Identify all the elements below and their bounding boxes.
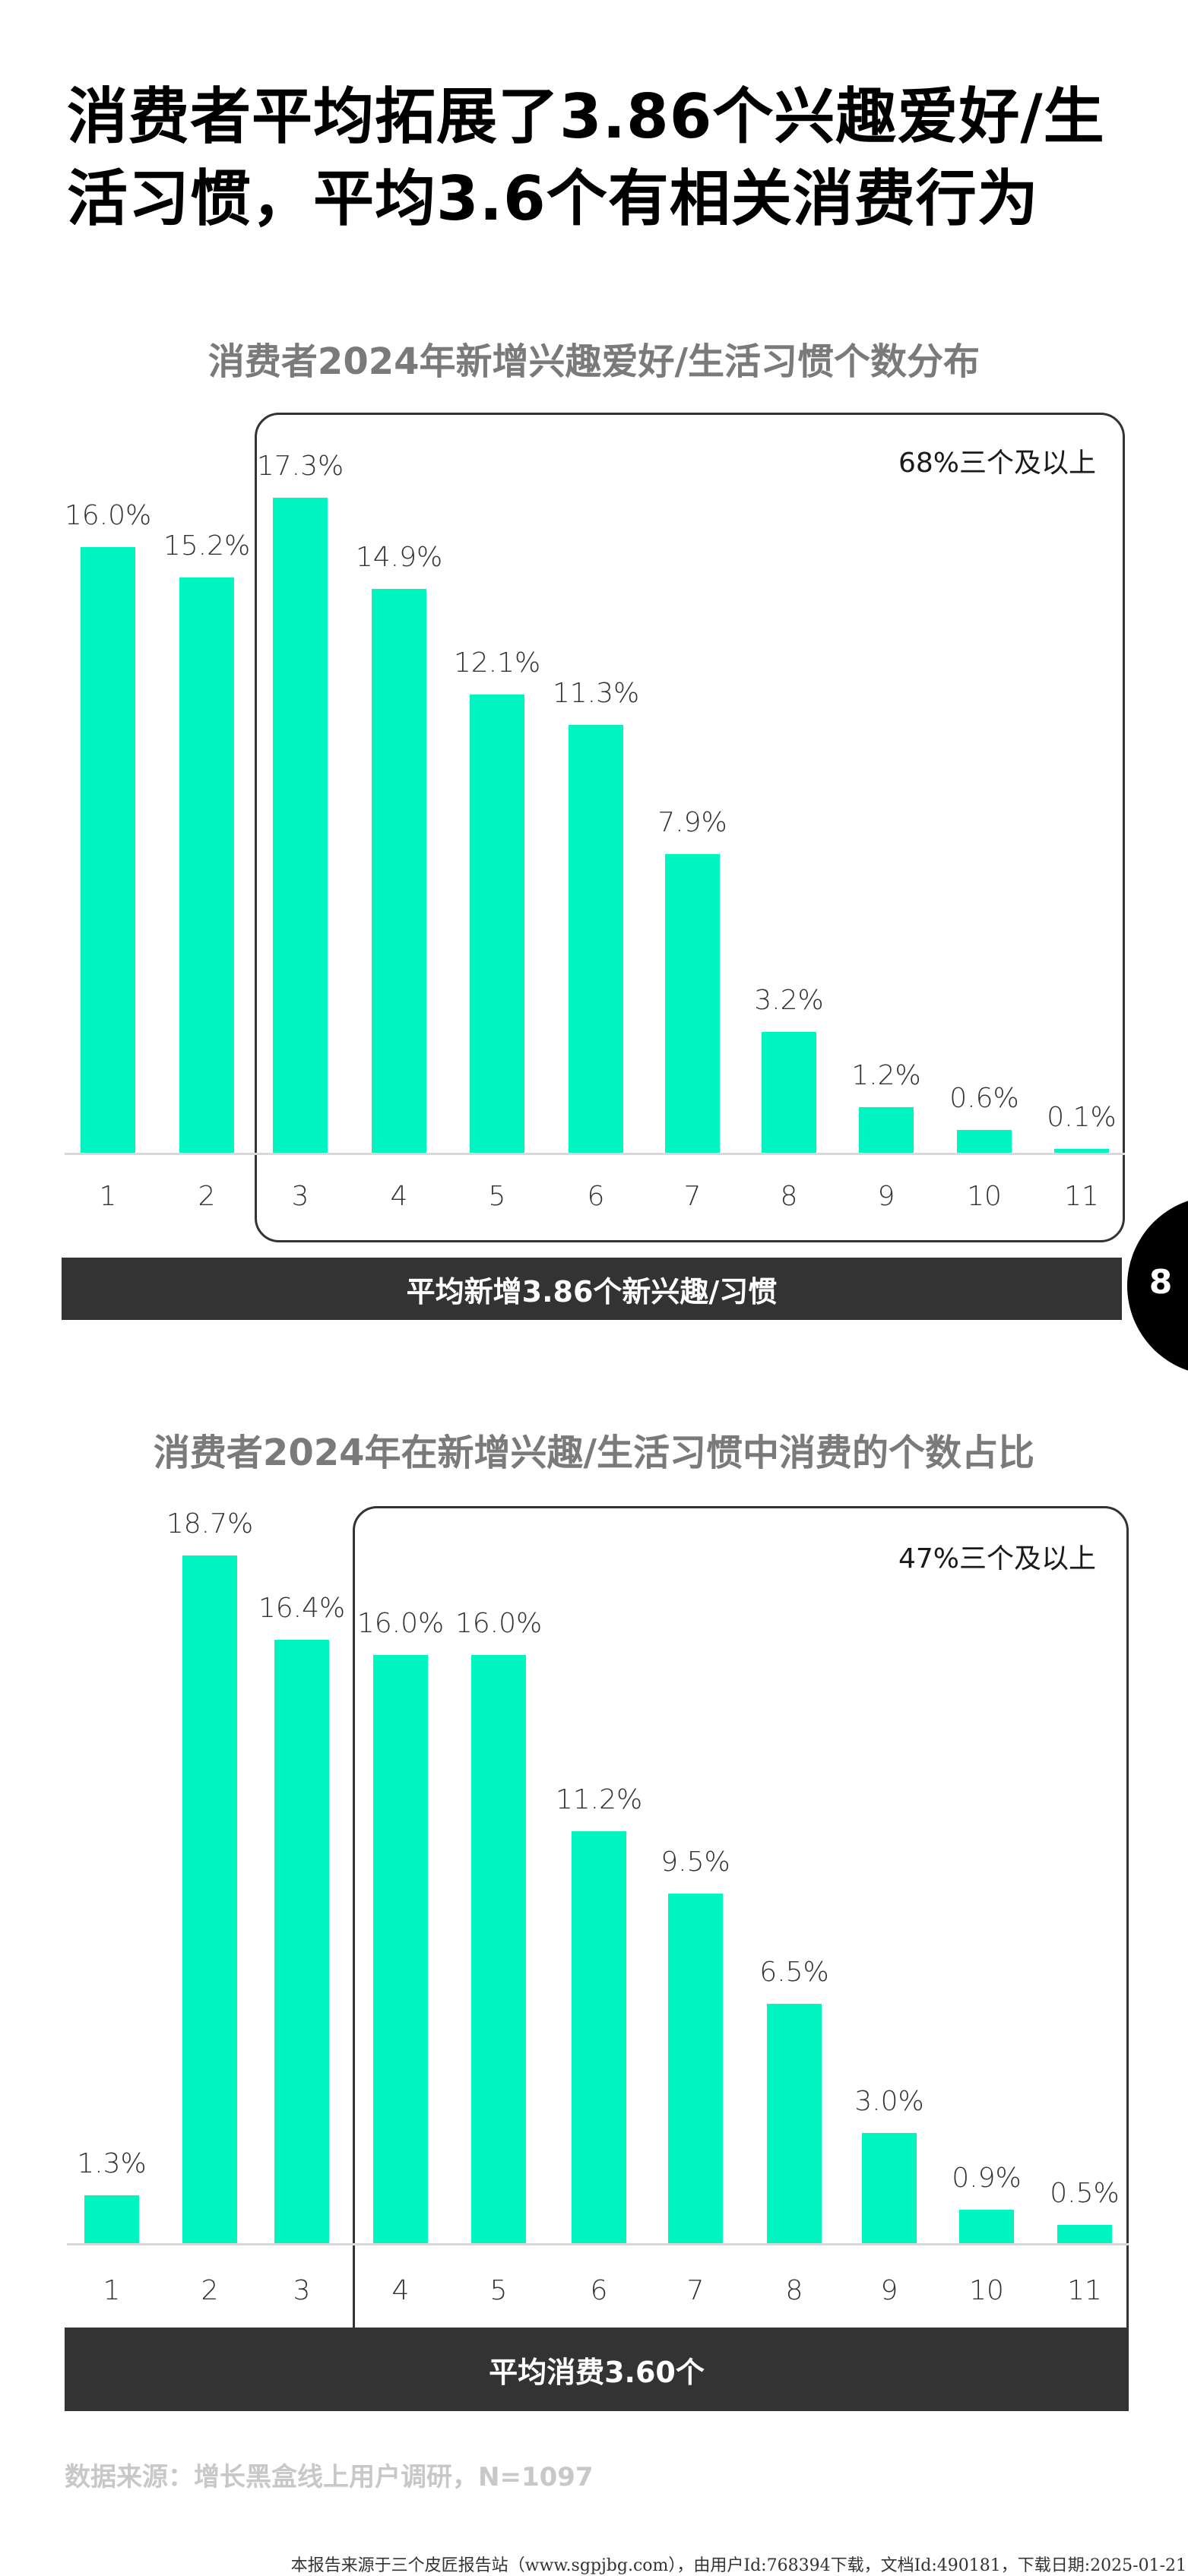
bar-value-label: 12.1%	[453, 647, 541, 679]
x-tick-label: 10	[967, 1181, 1002, 1212]
x-tick-label: 9	[880, 2275, 898, 2306]
bar-value-label: 3.0%	[854, 2085, 924, 2117]
bar-value-label: 7.9%	[657, 806, 727, 838]
x-tick-label: 1	[103, 2275, 121, 2306]
bar-value-label: 15.2%	[163, 530, 251, 562]
x-tick-label: 11	[1067, 2275, 1102, 2306]
bar	[471, 1654, 526, 2243]
bar	[959, 2210, 1014, 2243]
bar	[373, 1654, 428, 2243]
bar-value-label: 0.5%	[1050, 2177, 1120, 2209]
x-tick-label: 5	[489, 2275, 508, 2306]
bar-value-label: 11.3%	[552, 678, 640, 710]
bar-value-label: 16.0%	[356, 1607, 445, 1639]
x-tick-label: 7	[683, 1181, 702, 1212]
chart1-x-axis	[65, 1153, 1125, 1155]
bar-value-label: 14.9%	[355, 541, 443, 573]
bar	[572, 1831, 626, 2243]
x-tick-label: 4	[391, 2275, 410, 2306]
bar	[957, 1130, 1012, 1153]
bar	[470, 695, 524, 1153]
data-source-note: 数据来源：增长黑盒线上用户调研，N=1097	[65, 2462, 594, 2492]
bar-value-label: 3.2%	[754, 984, 824, 1016]
x-tick-label: 2	[198, 1181, 216, 1212]
bar-value-label: 6.5%	[759, 1957, 829, 1989]
bar-value-label: 0.6%	[949, 1083, 1019, 1115]
headline-line-1: 消费者平均拓展了3.86个兴趣爱好/生	[67, 81, 1105, 152]
bar	[767, 2004, 822, 2243]
bar-value-label: 17.3%	[256, 451, 344, 483]
bar-value-label: 9.5%	[661, 1847, 730, 1878]
bar	[182, 1555, 237, 2243]
x-tick-label: 9	[877, 1181, 895, 1212]
x-tick-label: 5	[488, 1181, 506, 1212]
chart2-x-axis	[67, 2243, 1129, 2245]
bar	[862, 2132, 917, 2243]
chart1-title: 消费者2024年新增兴趣爱好/生活习惯个数分布	[208, 340, 980, 383]
bar	[179, 578, 234, 1153]
bar-value-label: 11.2%	[555, 1783, 643, 1815]
chart1-box-note: 68%三个及以上	[898, 448, 1096, 479]
chart1-bracket-box	[255, 413, 1125, 1242]
bar	[668, 1894, 723, 2243]
bar-value-label: 16.0%	[455, 1607, 543, 1639]
bar	[84, 2195, 139, 2243]
x-tick-label: 8	[785, 2275, 803, 2306]
bar	[762, 1031, 816, 1153]
bar-value-label: 0.1%	[1047, 1102, 1117, 1134]
x-tick-label: 2	[201, 2275, 219, 2306]
bar	[274, 1640, 329, 2243]
page-number-badge: 8	[1127, 1196, 1188, 1375]
x-tick-label: 11	[1064, 1181, 1099, 1212]
x-tick-label: 7	[686, 2275, 705, 2306]
x-tick-label: 10	[969, 2275, 1004, 2306]
bar	[81, 547, 135, 1153]
x-tick-label: 1	[99, 1181, 117, 1212]
x-tick-label: 6	[590, 2275, 608, 2306]
bar	[569, 725, 623, 1153]
bar	[665, 853, 720, 1153]
x-tick-label: 4	[390, 1181, 408, 1212]
bar	[273, 498, 328, 1153]
bar-value-label: 1.3%	[77, 2148, 147, 2180]
bar-value-label: 1.2%	[851, 1060, 921, 1092]
chart1-summary-banner: 平均新增3.86个新兴趣/习惯	[62, 1258, 1122, 1320]
bar-value-label: 16.4%	[258, 1593, 346, 1625]
bar	[1057, 2224, 1112, 2243]
x-tick-label: 3	[293, 2275, 311, 2306]
chart2-summary-banner: 平均消费3.60个	[65, 2328, 1129, 2411]
page-number: 8	[1148, 1263, 1173, 1302]
chart2-box-note: 47%三个及以上	[898, 1543, 1096, 1574]
headline-line-2: 活习惯，平均3.6个有相关消费行为	[67, 163, 1039, 234]
bar-value-label: 0.9%	[952, 2163, 1022, 2195]
x-tick-label: 3	[291, 1181, 309, 1212]
download-watermark: 本报告来源于三个皮匠报告站（www.sgpjbg.com），由用户Id:7683…	[290, 2556, 1186, 2575]
x-tick-label: 6	[587, 1181, 605, 1212]
bar	[859, 1107, 914, 1153]
x-tick-label: 8	[780, 1181, 798, 1212]
bar-value-label: 16.0%	[64, 500, 152, 532]
bar-value-label: 18.7%	[166, 1508, 254, 1540]
bar	[372, 588, 426, 1153]
bar	[1054, 1149, 1109, 1153]
chart2-title: 消费者2024年在新增兴趣/生活习惯中消费的个数占比	[153, 1432, 1035, 1474]
